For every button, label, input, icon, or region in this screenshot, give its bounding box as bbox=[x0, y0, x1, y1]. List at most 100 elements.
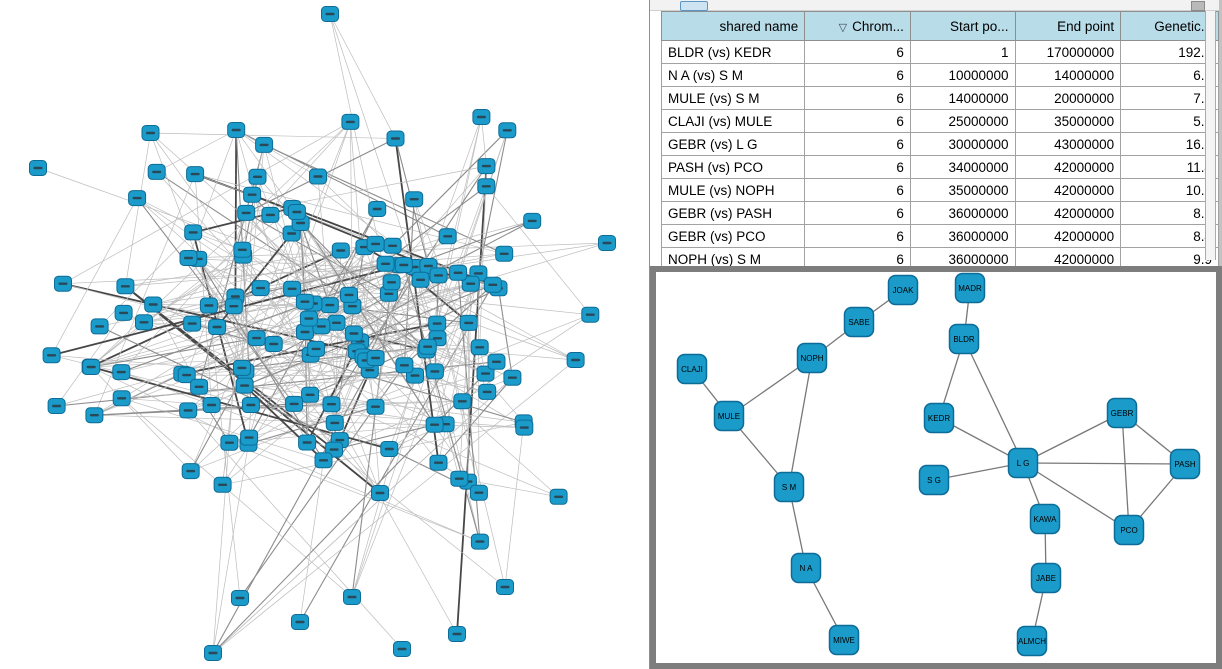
network-node-claji[interactable]: CLAJI bbox=[676, 353, 708, 385]
overview-node[interactable] bbox=[29, 160, 47, 176]
overview-node[interactable] bbox=[503, 369, 522, 386]
overview-node[interactable] bbox=[42, 347, 61, 364]
network-node-sabe[interactable]: SABE bbox=[843, 306, 875, 338]
cell-end-point[interactable]: 35000000 bbox=[1014, 109, 1122, 133]
cell-shared-name[interactable]: GEBR (vs) PCO bbox=[660, 224, 806, 248]
overview-node[interactable] bbox=[477, 178, 496, 195]
cell-start-po[interactable]: 14000000 bbox=[909, 86, 1016, 110]
overview-node[interactable] bbox=[344, 325, 363, 342]
overview-node[interactable] bbox=[393, 641, 411, 657]
overview-node[interactable] bbox=[449, 264, 468, 281]
table-row[interactable]: MULE (vs) NOPH 6 35000000 42000000 10.5 bbox=[660, 178, 1219, 202]
column-header-chrom[interactable]: ▽ Chrom... bbox=[804, 11, 911, 41]
cell-chrom[interactable]: 6 bbox=[804, 109, 911, 133]
cell-chrom[interactable]: 6 bbox=[804, 40, 911, 64]
overview-node[interactable] bbox=[233, 241, 252, 258]
overview-node[interactable] bbox=[90, 318, 109, 335]
overview-node[interactable] bbox=[181, 463, 200, 480]
cell-shared-name[interactable]: BLDR (vs) KEDR bbox=[660, 40, 806, 64]
overview-node[interactable] bbox=[394, 257, 413, 273]
overview-node[interactable] bbox=[291, 614, 309, 630]
overview-node[interactable] bbox=[523, 212, 542, 229]
cell-shared-name[interactable]: CLAJI (vs) MULE bbox=[660, 109, 806, 133]
overview-node[interactable] bbox=[483, 276, 502, 293]
overview-node[interactable] bbox=[470, 533, 489, 550]
network-node-almch[interactable]: ALMCH bbox=[1016, 625, 1048, 657]
cell-genetic[interactable]: 10.5 bbox=[1120, 178, 1219, 202]
cell-end-point[interactable]: 42000000 bbox=[1014, 224, 1122, 248]
overview-node[interactable] bbox=[255, 136, 274, 153]
overview-node[interactable] bbox=[241, 397, 260, 413]
overview-node[interactable] bbox=[515, 419, 534, 436]
overview-node[interactable] bbox=[383, 237, 402, 254]
cell-end-point[interactable]: 42000000 bbox=[1014, 155, 1122, 179]
overview-node[interactable] bbox=[496, 579, 514, 595]
column-header-end-point[interactable]: End point bbox=[1014, 11, 1122, 41]
overview-node[interactable] bbox=[495, 245, 514, 262]
overview-node[interactable] bbox=[128, 190, 147, 207]
cell-chrom[interactable]: 6 bbox=[804, 224, 911, 248]
column-header-genetic[interactable]: Genetic... bbox=[1120, 11, 1219, 41]
overview-node[interactable] bbox=[240, 429, 259, 446]
overview-node[interactable] bbox=[581, 306, 600, 323]
cell-start-po[interactable]: 10000000 bbox=[909, 63, 1016, 87]
overview-node[interactable] bbox=[202, 397, 221, 413]
overview-node[interactable] bbox=[549, 488, 568, 505]
table-row[interactable]: MULE (vs) S M 6 14000000 20000000 7.5 bbox=[660, 86, 1219, 110]
overview-node[interactable] bbox=[331, 242, 350, 259]
cell-chrom[interactable]: 6 bbox=[804, 132, 911, 156]
table-tab-indicator[interactable] bbox=[680, 1, 708, 11]
cell-genetic[interactable]: 6.6 bbox=[1120, 63, 1219, 87]
cell-end-point[interactable]: 14000000 bbox=[1014, 63, 1122, 87]
overview-node[interactable] bbox=[470, 339, 489, 356]
overview-node[interactable] bbox=[598, 235, 616, 251]
network-node-madr[interactable]: MADR bbox=[954, 272, 986, 304]
overview-node[interactable] bbox=[224, 298, 243, 315]
network-node-jabe[interactable]: JABE bbox=[1030, 562, 1062, 594]
overview-node[interactable] bbox=[476, 365, 495, 382]
detail-network-canvas[interactable]: JOAK MADR SABE BLDR NOPH CLAJI MULE KEDR GEBR L G… bbox=[656, 272, 1216, 663]
edge-attribute-table[interactable]: shared name ▽ Chrom... Start po... End point… bbox=[660, 11, 1219, 271]
cell-genetic[interactable]: 7.5 bbox=[1120, 86, 1219, 110]
cell-shared-name[interactable]: GEBR (vs) PASH bbox=[660, 201, 806, 225]
detail-network-panel[interactable]: JOAK MADR SABE BLDR NOPH CLAJI MULE KEDR GEBR L G… bbox=[650, 266, 1222, 669]
table-row[interactable]: PASH (vs) PCO 6 34000000 42000000 11.4 bbox=[660, 155, 1219, 179]
cell-genetic[interactable]: 16.9 bbox=[1120, 132, 1219, 156]
overview-node[interactable] bbox=[371, 485, 389, 501]
overview-node[interactable] bbox=[566, 352, 585, 368]
overview-node[interactable] bbox=[322, 396, 341, 413]
table-row[interactable]: GEBR (vs) PASH 6 36000000 42000000 8.9 bbox=[660, 201, 1219, 225]
overview-node[interactable] bbox=[283, 280, 302, 297]
overview-node[interactable] bbox=[231, 590, 249, 606]
overview-node[interactable] bbox=[386, 130, 405, 147]
cell-start-po[interactable]: 36000000 bbox=[909, 224, 1016, 248]
overview-node[interactable] bbox=[235, 377, 254, 394]
overview-node[interactable] bbox=[405, 191, 424, 208]
overview-node[interactable] bbox=[237, 204, 256, 221]
overview-node[interactable] bbox=[477, 158, 496, 175]
overview-node[interactable] bbox=[141, 125, 160, 141]
overview-node[interactable] bbox=[247, 330, 266, 347]
overview-node[interactable] bbox=[395, 357, 414, 374]
overview-node[interactable] bbox=[116, 278, 135, 295]
overview-node[interactable] bbox=[186, 166, 205, 183]
cell-start-po[interactable]: 34000000 bbox=[909, 155, 1016, 179]
overview-node[interactable] bbox=[296, 324, 314, 340]
overview-node[interactable] bbox=[309, 168, 327, 185]
overview-node[interactable] bbox=[425, 363, 444, 380]
overview-node[interactable] bbox=[478, 383, 497, 400]
filter-icon[interactable]: ▽ bbox=[838, 21, 848, 34]
overview-node[interactable] bbox=[411, 271, 430, 288]
overview-node[interactable] bbox=[301, 386, 320, 403]
overview-node[interactable] bbox=[314, 452, 333, 469]
table-row[interactable]: BLDR (vs) KEDR 6 1 170000000 192.0 bbox=[660, 40, 1219, 64]
overview-network-canvas[interactable] bbox=[0, 0, 649, 669]
overview-node[interactable] bbox=[177, 367, 196, 384]
cell-genetic[interactable]: 192.0 bbox=[1120, 40, 1219, 64]
column-header-shared-name[interactable]: shared name bbox=[660, 11, 806, 41]
network-node-pash[interactable]: PASH bbox=[1169, 448, 1201, 480]
cell-genetic[interactable]: 11.4 bbox=[1120, 155, 1219, 179]
cell-start-po[interactable]: 1 bbox=[909, 40, 1016, 64]
overview-node[interactable] bbox=[368, 201, 387, 217]
network-node-pco[interactable]: PCO bbox=[1113, 514, 1145, 546]
